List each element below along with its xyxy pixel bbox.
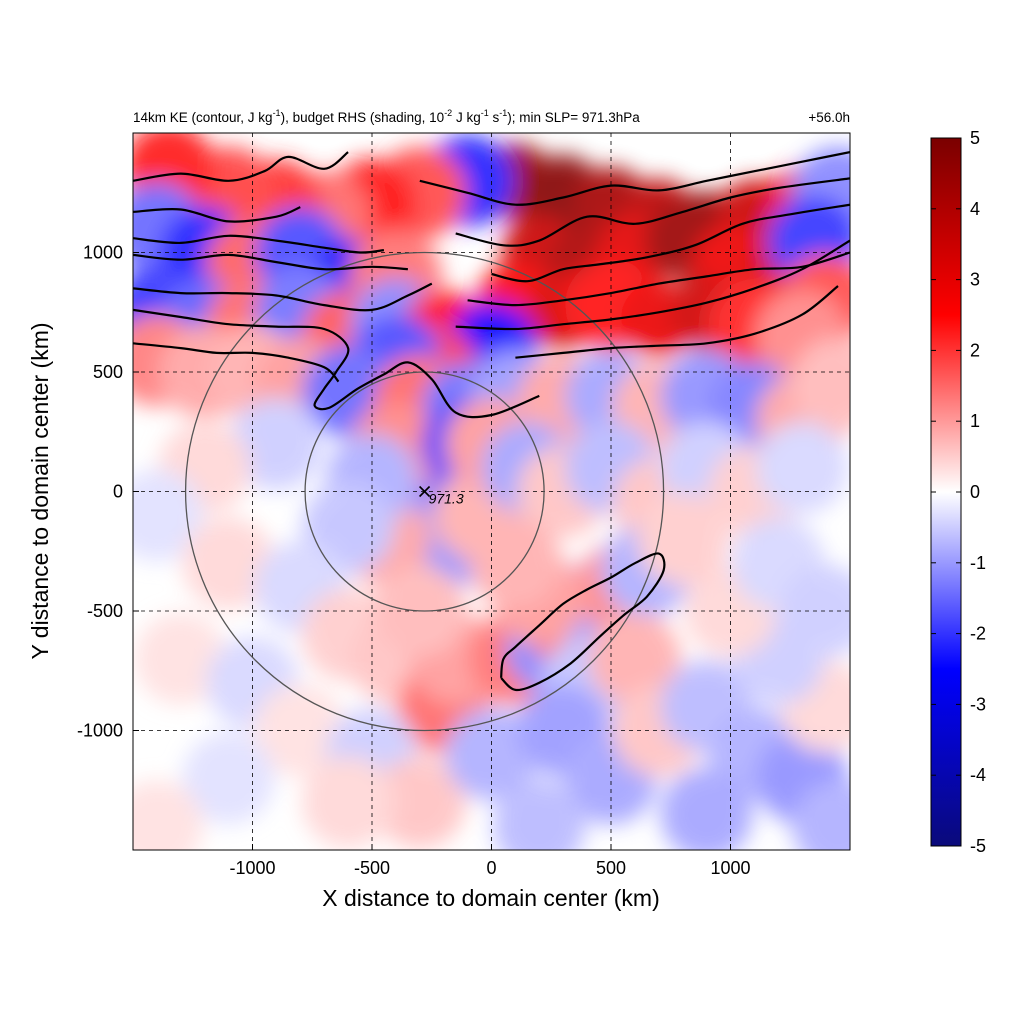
storm-marker: 971.3 — [419, 485, 464, 507]
colorbar-tick-label: 3 — [970, 270, 980, 290]
x-tick-label: 1000 — [710, 858, 750, 878]
y-tick-label: 0 — [113, 482, 123, 502]
ke-contours — [133, 151, 850, 692]
contour-northern-band-7 — [133, 342, 340, 383]
y-tick-label: 1000 — [83, 243, 123, 263]
x-tick-label: -500 — [354, 858, 390, 878]
chart-title: 14km KE (contour, J kg-1), budget RHS (s… — [133, 108, 640, 125]
colorbar-tick-label: -4 — [970, 765, 986, 785]
contour-southeast-loop — [500, 552, 666, 692]
time-label: +56.0h — [808, 110, 850, 125]
plot-area: 971.3 — [133, 133, 850, 850]
contour-northern-band-4 — [133, 253, 408, 271]
shading-cell — [792, 337, 850, 430]
shading-cell — [780, 565, 850, 657]
y-tick-label: -1000 — [77, 721, 123, 741]
colorbar-tick-label: -2 — [970, 624, 986, 644]
colorbar-ticks: 5 4 3 2 1 0 -1 -2 -3 -4 -5 — [931, 128, 986, 856]
contour-upper-right-3 — [491, 203, 850, 283]
shading-cell — [469, 517, 562, 610]
x-icon — [419, 485, 431, 498]
colorbar-tick-label: -1 — [970, 553, 986, 573]
contour-upper-right-5 — [455, 239, 850, 331]
shading-cell — [756, 421, 849, 514]
contour-northern-band-1 — [133, 151, 349, 182]
colorbar-tick-label: 0 — [970, 482, 980, 502]
contour-northern-band-3 — [133, 234, 385, 254]
x-tick-label: -1000 — [229, 858, 275, 878]
shading-cell — [445, 708, 538, 801]
y-axis: -1000 -500 0 500 1000 — [77, 243, 139, 741]
shading-cell — [493, 780, 586, 850]
colorbar-tick-label: 1 — [970, 411, 980, 431]
contour-upper-right-4 — [467, 251, 850, 307]
contour-northern-band-2 — [133, 206, 301, 223]
colorbar-tick-label: 4 — [970, 199, 980, 219]
colorbar-tick-label: -5 — [970, 836, 986, 856]
y-tick-label: 500 — [93, 362, 123, 382]
shading-layer — [133, 133, 850, 850]
shading-cell — [636, 493, 729, 586]
x-tick-label: 0 — [486, 858, 496, 878]
shading-cell — [182, 732, 275, 825]
shading-cell — [660, 768, 753, 850]
y-tick-label: -500 — [87, 601, 123, 621]
min-slp-label: 971.3 — [429, 491, 464, 507]
x-axis-title: X distance to domain center (km) — [322, 885, 659, 911]
x-axis: -1000 -500 0 500 1000 — [229, 844, 751, 878]
contour-northern-band-6 — [133, 308, 540, 419]
contour-upper-right-2 — [455, 177, 850, 247]
range-circle-1000 — [184, 251, 665, 732]
shading-cell — [373, 756, 466, 849]
shading-cell — [230, 397, 323, 490]
y-axis-title: Y distance to domain center (km) — [27, 322, 53, 659]
contour-upper-right-1 — [419, 151, 850, 206]
colorbar-tick-label: 2 — [970, 340, 980, 360]
colorbar-tick-label: -3 — [970, 694, 986, 714]
shading-cell — [302, 756, 395, 849]
shading-cell — [134, 612, 227, 705]
x-tick-label: 500 — [596, 858, 626, 878]
shading-cell — [588, 612, 681, 705]
shading-cell — [792, 780, 850, 850]
contour-northern-band-5 — [133, 282, 433, 312]
colorbar-tick-label: 5 — [970, 128, 980, 148]
shading-cell — [133, 780, 203, 850]
contour-upper-right-6 — [515, 285, 839, 359]
